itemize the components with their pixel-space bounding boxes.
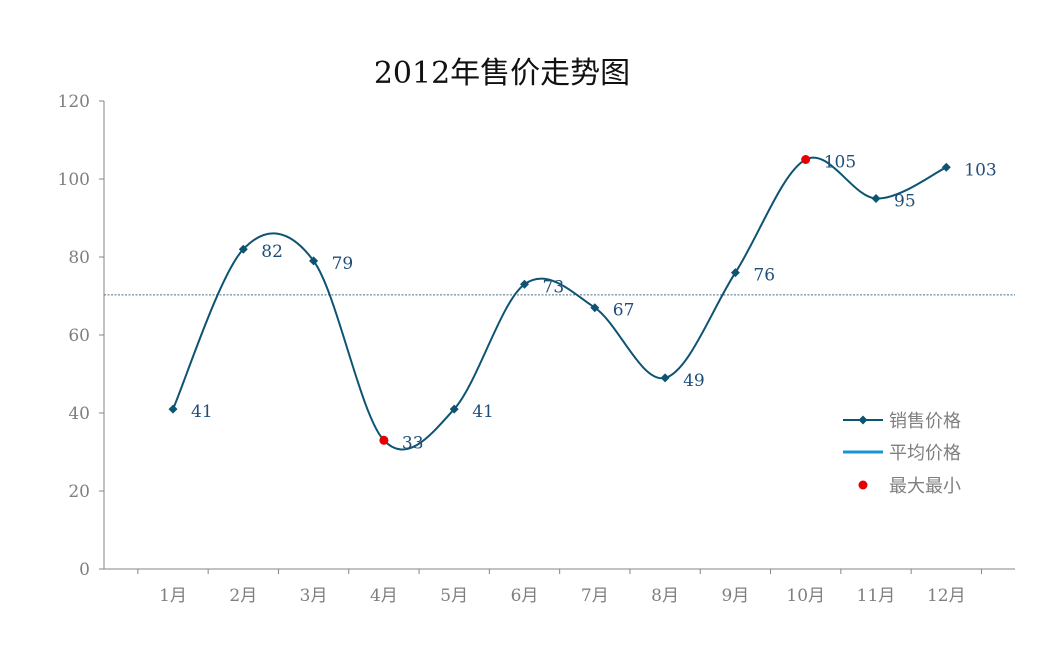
data-point-marker	[168, 404, 178, 414]
data-label: 95	[894, 192, 916, 212]
x-tick-label: 11月	[857, 586, 896, 606]
y-tick-label: 100	[58, 170, 90, 190]
data-point-marker	[660, 373, 670, 383]
data-point-marker	[730, 268, 740, 278]
legend-swatch-marker	[858, 415, 868, 425]
y-tick-label: 0	[79, 560, 90, 580]
data-point-marker	[871, 194, 881, 203]
x-tick-label: 6月	[511, 586, 539, 606]
y-tick-label: 40	[68, 404, 90, 424]
x-tick-label: 1月	[159, 586, 187, 606]
data-label: 105	[824, 153, 856, 173]
data-label: 67	[613, 301, 635, 321]
extreme-point-marker	[801, 155, 811, 164]
data-label: 41	[191, 402, 213, 422]
chart-title: 2012年售价走势图	[373, 56, 631, 91]
x-tick-label: 7月	[581, 586, 609, 606]
data-label: 33	[402, 433, 424, 453]
data-label: 73	[543, 277, 565, 297]
x-tick-label: 9月	[721, 586, 749, 606]
data-label: 41	[472, 402, 494, 422]
extreme-point-marker	[379, 435, 389, 445]
x-tick-label: 8月	[651, 586, 679, 606]
x-tick-label: 12月	[927, 586, 966, 606]
legend-label: 销售价格	[889, 411, 961, 432]
data-point-marker	[590, 303, 600, 313]
x-tick-label: 5月	[440, 586, 468, 606]
x-tick-label: 2月	[229, 586, 257, 606]
y-tick-label: 20	[68, 482, 90, 502]
data-point-marker	[941, 162, 951, 172]
x-tick-label: 4月	[370, 586, 398, 606]
data-point-marker	[449, 404, 459, 414]
x-tick-label: 3月	[300, 586, 328, 606]
data-label: 76	[753, 266, 775, 286]
data-label: 82	[261, 242, 283, 262]
data-point-marker	[520, 279, 529, 289]
data-point-marker	[238, 244, 248, 254]
y-tick-label: 80	[68, 248, 90, 268]
data-label: 49	[683, 371, 705, 391]
data-point-marker	[309, 256, 319, 266]
legend-label: 最大最小	[889, 476, 961, 497]
data-label: 103	[964, 160, 996, 180]
y-tick-label: 120	[58, 92, 90, 112]
y-tick-label: 60	[68, 326, 90, 346]
legend-swatch-marker	[858, 480, 868, 490]
x-tick-label: 10月	[786, 586, 825, 606]
series-line-sales-price	[172, 156, 947, 451]
data-label: 79	[332, 254, 354, 274]
legend-label: 平均价格	[889, 443, 961, 464]
